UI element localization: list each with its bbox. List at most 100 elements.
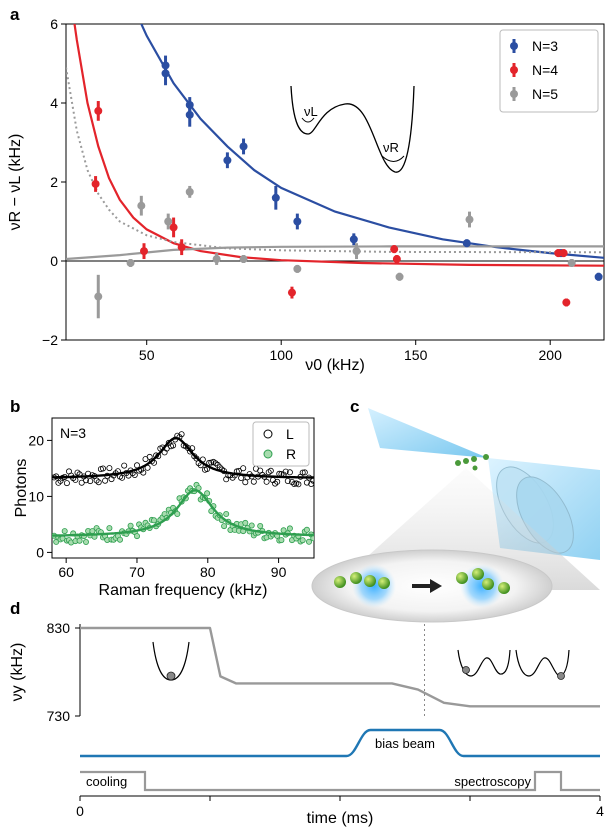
y-tick-label: 830: [47, 620, 71, 636]
data-point: [278, 537, 285, 544]
data-point: [221, 523, 228, 530]
y-tick-label: 6: [50, 16, 58, 32]
data-point: [562, 298, 571, 307]
data-point: [204, 490, 211, 497]
data-point: [299, 469, 306, 476]
data-point: [301, 469, 308, 476]
panel-a-legend: N=3 N=4 N=5: [499, 29, 599, 113]
legend-label: L: [286, 426, 294, 442]
data-point: [63, 480, 70, 487]
data-point: [185, 110, 194, 119]
data-point: [185, 187, 194, 196]
y-tick-label: 2: [50, 174, 58, 190]
data-point: [102, 477, 109, 484]
fit-line-N=4: [73, 24, 604, 267]
data-point: [299, 537, 306, 544]
x-tick-label: 50: [139, 347, 155, 363]
data-point: [352, 247, 361, 256]
atom-array-small: [455, 454, 489, 471]
data-point: [293, 264, 302, 273]
data-point: [282, 468, 289, 475]
data-point: [239, 142, 248, 151]
legend-label: N=4: [532, 62, 558, 78]
data-point: [94, 292, 103, 301]
data-point: [239, 255, 248, 264]
data-point: [462, 239, 471, 248]
data-point: [150, 517, 157, 524]
data-point: [137, 201, 146, 210]
data-point: [248, 522, 255, 529]
data-point: [212, 255, 221, 264]
legend-marker: [510, 66, 518, 74]
atoms-after: [456, 568, 510, 594]
data-point: [91, 179, 100, 188]
data-point: [284, 477, 291, 484]
data-point: [242, 479, 249, 486]
data-point: [119, 474, 126, 481]
data-point: [55, 479, 62, 486]
dotted-fit-N=5: [66, 67, 604, 254]
data-point: [293, 217, 302, 226]
data-point: [274, 478, 281, 485]
data-point: [126, 258, 135, 267]
x-tick-label: 70: [129, 564, 145, 580]
x-tick-label: 60: [58, 564, 74, 580]
data-point: [559, 249, 568, 258]
data-point: [240, 465, 247, 472]
data-point: [161, 69, 170, 78]
panel-b-frame: [51, 417, 315, 559]
x-tick-label: 80: [200, 564, 216, 580]
panel-b-legend: LR: [252, 421, 310, 467]
data-point: [127, 522, 134, 529]
legend-label: N=3: [532, 38, 558, 54]
atoms-before: [334, 572, 390, 589]
panel-label-c: c: [350, 397, 359, 416]
panel-d-chart: 730 830 0 4 bias beam cooling spectroscopy ti…: [9, 620, 604, 827]
data-point: [272, 480, 279, 487]
x-tick-label: 0: [76, 803, 84, 819]
panel-c-illustration: [311, 408, 600, 623]
panel-d-ylabel: νy (kHz): [9, 643, 26, 702]
data-point: [140, 247, 149, 256]
data-point: [169, 223, 178, 232]
data-point: [349, 235, 358, 244]
spectroscopy-label: spectroscopy: [454, 774, 531, 789]
data-point: [133, 462, 140, 469]
bias-beam-trace: [80, 728, 600, 758]
double-well-inset-d: [457, 649, 570, 680]
legend-marker: [263, 429, 273, 439]
cooling-label: cooling: [86, 774, 127, 789]
tweezer-right: [460, 564, 504, 608]
x-tick-label: 100: [270, 347, 294, 363]
inset-label-left: νL: [304, 104, 318, 119]
panel-label-d: d: [10, 599, 20, 618]
fit-line-L: [52, 436, 314, 479]
y-tick-label: 4: [50, 95, 58, 111]
legend-marker: [510, 90, 518, 98]
fit-line-R: [52, 489, 314, 537]
data-point: [164, 217, 173, 226]
data-point: [78, 479, 85, 486]
data-point: [106, 465, 113, 472]
panel-b-xlabel: Raman frequency (kHz): [99, 582, 268, 599]
data-point: [131, 471, 138, 478]
bias-beam-label: bias beam: [375, 736, 435, 751]
data-point: [140, 469, 147, 476]
x-tick-label: 90: [271, 564, 287, 580]
data-point: [170, 442, 177, 449]
data-point: [238, 474, 245, 481]
x-tick-label: 4: [596, 803, 604, 819]
data-point: [94, 106, 103, 115]
data-point: [223, 510, 230, 517]
data-point: [303, 479, 310, 486]
data-point: [223, 156, 232, 165]
data-point: [305, 538, 312, 545]
single-well-inset: [152, 641, 190, 681]
pulse-trace: [80, 770, 600, 792]
data-point: [286, 469, 293, 476]
legend-marker: [263, 449, 273, 459]
data-point: [392, 255, 401, 264]
tweezer-left: [352, 564, 396, 608]
data-point: [263, 478, 270, 485]
